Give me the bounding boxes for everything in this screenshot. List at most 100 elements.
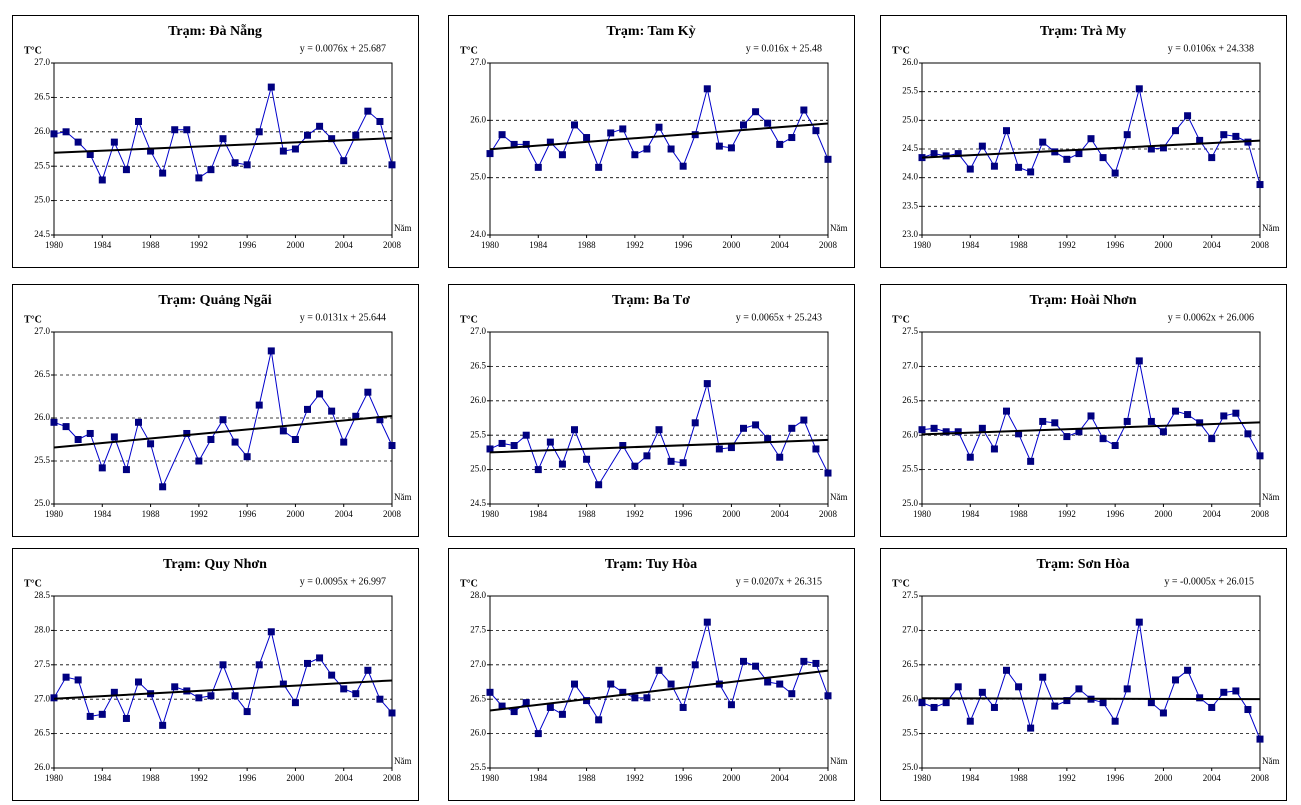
data-point — [304, 659, 311, 667]
data-point — [703, 618, 711, 626]
x-tick-label: 1984 — [529, 509, 548, 519]
x-axis-label: Năm — [1262, 756, 1280, 766]
data-point — [727, 701, 735, 709]
y-tick-label: 26.5 — [902, 659, 918, 669]
plot-frame — [53, 62, 393, 236]
data-point — [643, 452, 651, 460]
x-tick-label: 2004 — [771, 240, 790, 250]
data-point — [62, 673, 70, 681]
data-point — [219, 135, 227, 143]
y-tick-label: 26.0 — [34, 126, 50, 136]
x-tick-label: 1980 — [913, 509, 932, 519]
y-tick-label: 25.5 — [902, 464, 918, 474]
x-tick-label: 1980 — [481, 240, 500, 250]
data-point — [110, 138, 118, 146]
data-point — [1196, 419, 1204, 427]
data-point — [558, 460, 566, 468]
x-tick-label: 1996 — [238, 773, 257, 783]
data-point — [171, 683, 179, 691]
x-axis-label: Năm — [394, 223, 412, 233]
x-tick-label: 1984 — [529, 240, 548, 250]
data-point — [1232, 409, 1240, 417]
data-point — [207, 166, 215, 174]
trend-equation: y = 0.0076x + 25.687 — [300, 43, 386, 54]
data-point — [667, 457, 675, 465]
data-point — [607, 680, 615, 688]
x-tick-label: 1984 — [93, 773, 112, 783]
y-tick-label: 25.5 — [902, 728, 918, 738]
data-point — [159, 483, 167, 491]
data-point — [1015, 430, 1023, 438]
data-point — [1063, 433, 1071, 441]
trend-equation: y = 0.0065x + 25.243 — [736, 312, 822, 323]
y-tick-label: 25.5 — [470, 429, 486, 439]
data-point — [631, 151, 639, 159]
data-point — [764, 435, 772, 443]
x-tick-label: 1988 — [1010, 240, 1029, 250]
data-point — [195, 694, 203, 702]
data-point — [135, 418, 142, 426]
data-point — [1063, 697, 1071, 705]
data-point — [800, 657, 808, 665]
data-point — [740, 121, 747, 129]
data-point — [522, 431, 530, 439]
y-tick-label: 24.0 — [902, 172, 918, 182]
data-point — [510, 442, 518, 450]
data-point — [110, 688, 118, 696]
data-point — [966, 717, 974, 725]
x-tick-label: 1988 — [578, 773, 597, 783]
y-tick-label: 25.5 — [902, 86, 918, 96]
data-point — [122, 714, 130, 722]
data-point — [74, 138, 82, 146]
data-point — [1051, 419, 1059, 427]
data-point — [583, 134, 591, 142]
x-tick-label: 2000 — [286, 240, 305, 250]
data-point — [376, 416, 384, 424]
data-point — [510, 708, 518, 716]
data-point — [1099, 154, 1107, 162]
data-point — [1123, 685, 1131, 693]
x-tick-label: 2000 — [722, 773, 741, 783]
data-point — [352, 412, 360, 420]
y-tick-label: 27.0 — [470, 57, 486, 67]
x-tick-label: 1980 — [45, 240, 64, 250]
data-point — [1196, 136, 1204, 144]
y-axis-label: T°C — [24, 45, 42, 56]
data-point — [231, 159, 239, 167]
data-point — [1232, 132, 1240, 140]
data-point — [1003, 127, 1010, 135]
data-point — [1111, 442, 1119, 450]
chart-title: Trạm: Hoài Nhơn — [1029, 293, 1136, 308]
trend-equation: y = 0.016x + 25.48 — [746, 43, 822, 54]
data-point — [207, 692, 215, 700]
data-point — [328, 407, 336, 415]
x-tick-label: 2004 — [335, 773, 354, 783]
y-tick-label: 25.0 — [470, 172, 486, 182]
x-tick-label: 2008 — [819, 773, 838, 783]
data-point — [195, 457, 203, 465]
data-point — [316, 122, 324, 130]
data-point — [631, 462, 639, 470]
data-point — [752, 662, 760, 670]
data-point — [1135, 357, 1143, 365]
data-point — [679, 459, 687, 467]
data-point — [800, 416, 808, 424]
data-point — [1256, 181, 1264, 189]
data-point — [1159, 144, 1167, 152]
data-point — [352, 131, 360, 139]
y-tick-label: 26.5 — [470, 693, 486, 703]
y-tick-label: 25.5 — [34, 455, 50, 465]
data-point — [619, 688, 627, 696]
data-point — [159, 169, 167, 177]
data-point — [316, 654, 324, 662]
plot-frame — [489, 331, 829, 505]
chart-title: Trạm: Sơn Hòa — [1036, 557, 1129, 572]
x-tick-label: 1988 — [578, 509, 597, 519]
y-tick-label: 26.0 — [34, 762, 50, 772]
data-point — [159, 721, 167, 729]
data-point — [1027, 724, 1035, 732]
data-point — [752, 421, 760, 429]
data-point — [812, 659, 820, 667]
trend-equation: y = -0.0005x + 26.015 — [1164, 576, 1254, 587]
